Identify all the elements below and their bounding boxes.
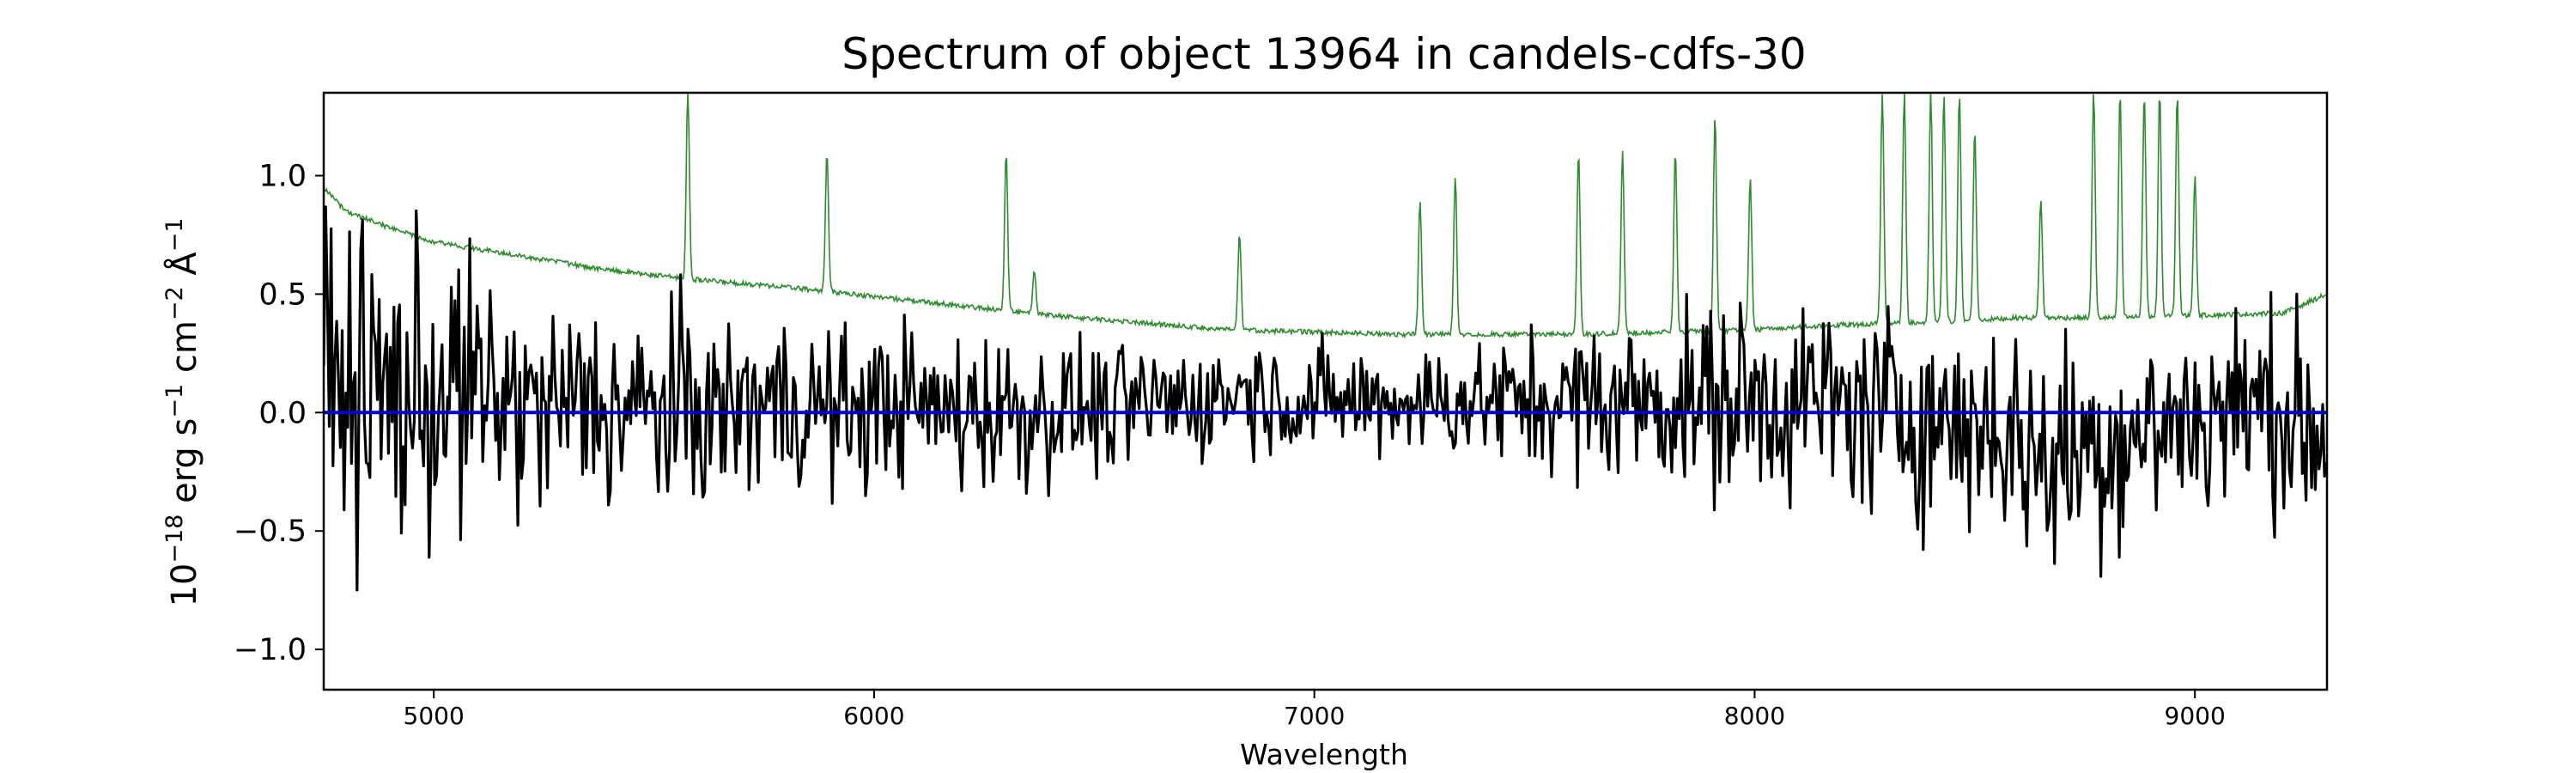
plot-area-frame <box>322 91 2329 691</box>
flux-spectrum-line <box>324 205 2327 592</box>
x-tick-label: 8000 <box>1724 702 1785 730</box>
x-tick-label: 9000 <box>2165 702 2226 730</box>
y-tick-label: −1.0 <box>234 633 307 667</box>
noise-spectrum-line <box>324 93 2327 339</box>
y-axis-label: 10−18 erg s−1 cm−2 Å−1 <box>161 217 204 606</box>
y-tick-label: −0.5 <box>234 514 307 549</box>
x-tick-label: 5000 <box>404 702 465 730</box>
y-tick-label: 1.0 <box>258 160 307 194</box>
y-tick-label: 0.5 <box>258 277 307 312</box>
x-axis-label: Wavelength <box>1240 738 1408 771</box>
chart-title: Spectrum of object 13964 in candels-cdfs… <box>841 29 1807 79</box>
x-tick-label: 7000 <box>1284 702 1345 730</box>
y-tick-label: 0.0 <box>258 396 307 430</box>
x-tick-label: 6000 <box>843 702 904 730</box>
